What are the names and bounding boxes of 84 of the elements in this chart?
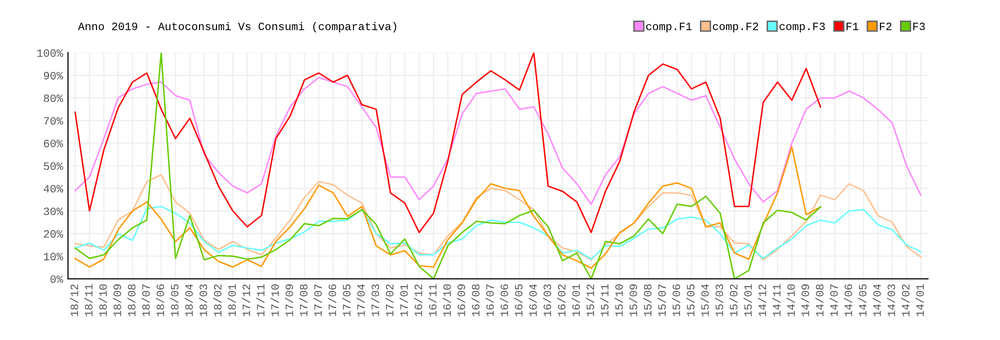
x-tick-label: 15/10 [614,284,623,316]
x-tick-label: 15/02 [729,284,738,316]
y-tick-label: 60% [44,140,64,148]
x-tick-label: 15/12 [586,284,594,316]
x-tick-label: 17/12 [242,284,250,316]
x-tick-label: 14/12 [758,284,766,316]
legend-label: comp.F3 [780,22,825,32]
x-tick-label: 18/01 [228,284,236,316]
x-tick-label: 15/06 [672,284,680,316]
x-tick-label: 17/10 [270,284,279,316]
x-tick-label: 16/09 [456,284,466,316]
x-tick-label: 18/08 [127,284,136,316]
x-tick-label: 15/09 [628,284,638,316]
x-tick-label: 16/05 [514,284,522,316]
x-tick-label: 14/09 [800,284,810,316]
x-tick-label: 14/01 [916,284,924,316]
x-tick-label: 17/09 [284,284,294,316]
legend-label: F1 [846,22,858,30]
x-tick-label: 16/04 [528,284,537,316]
x-tick-label: 15/05 [686,284,694,316]
y-tick-label: 70% [44,117,64,125]
y-tick-label: 50% [44,162,64,170]
line-series [74,174,922,261]
x-tick-label: 14/05 [858,284,866,316]
x-tick-label: 18/09 [112,284,122,316]
x-tick-label: 14/03 [886,284,896,316]
x-tick-label: 17/06 [328,284,336,316]
x-tick-label: 18/11 [84,284,92,316]
line-series [74,206,922,260]
x-tick-label: 14/07 [830,284,838,316]
y-tick-label: 90% [44,72,64,80]
x-tick-label: 14/04 [872,284,881,316]
x-tick-label: 17/03 [370,284,380,316]
y-tick-label: 40% [44,184,64,192]
legend-label: comp.F1 [646,22,692,32]
x-tick-label: 17/01 [400,284,408,316]
line-series [74,146,822,269]
y-tick-label: 10% [44,252,64,260]
x-tick-label: 17/08 [299,284,308,316]
x-tick-label: 15/03 [714,284,724,316]
x-tick-label: 16/02 [557,284,566,316]
x-tick-label: 17/07 [314,284,322,316]
x-tick-label: 16/08 [471,284,480,316]
x-tick-label: 15/11 [600,284,608,316]
x-tick-label: 14/06 [844,284,852,316]
x-tick-label: 17/04 [356,284,365,316]
x-tick-label: 16/03 [542,284,552,316]
legend-label: F2 [880,22,892,30]
legend-label: comp.F2 [712,22,758,32]
x-tick-label: 17/05 [342,284,350,316]
x-tick-label: 15/01 [744,284,752,316]
x-tick-label: 15/04 [700,284,709,316]
y-tick-label: 20% [44,230,64,238]
y-tick-label: 0% [50,275,64,283]
x-tick-label: 16/06 [500,284,508,316]
y-tick-label: 100% [37,49,64,57]
x-tick-label: 14/10 [786,284,795,316]
x-tick-label: 18/06 [156,284,164,316]
x-tick-label: 18/05 [170,284,178,316]
line-series [74,52,822,234]
x-tick-label: 18/07 [142,284,150,316]
x-tick-label: 17/02 [385,284,394,316]
x-tick-label: 16/01 [572,284,580,316]
line-series [74,76,922,205]
y-tick-label: 80% [44,94,64,102]
x-tick-label: 18/04 [184,284,193,316]
x-tick-label: 18/12 [70,284,78,316]
x-tick-label: 14/08 [815,284,824,316]
x-tick-label: 16/07 [486,284,494,316]
legend-label: F3 [913,22,925,30]
x-tick-label: 16/10 [442,284,451,316]
x-tick-label: 16/11 [428,284,436,316]
chart-title: Anno 2019 - Autoconsumi Vs Consumi (comparativa) [78,22,396,32]
x-tick-label: 18/02 [213,284,222,316]
x-tick-label: 18/03 [198,284,208,316]
line-series [74,52,822,279]
x-tick-label: 16/12 [414,284,422,316]
x-tick-label: 18/10 [98,284,107,316]
y-tick-label: 30% [44,208,64,216]
x-tick-label: 15/07 [658,284,666,316]
x-tick-label: 14/11 [772,284,780,316]
x-tick-label: 15/08 [643,284,652,316]
x-tick-label: 17/11 [256,284,264,316]
x-tick-label: 14/02 [901,284,910,316]
